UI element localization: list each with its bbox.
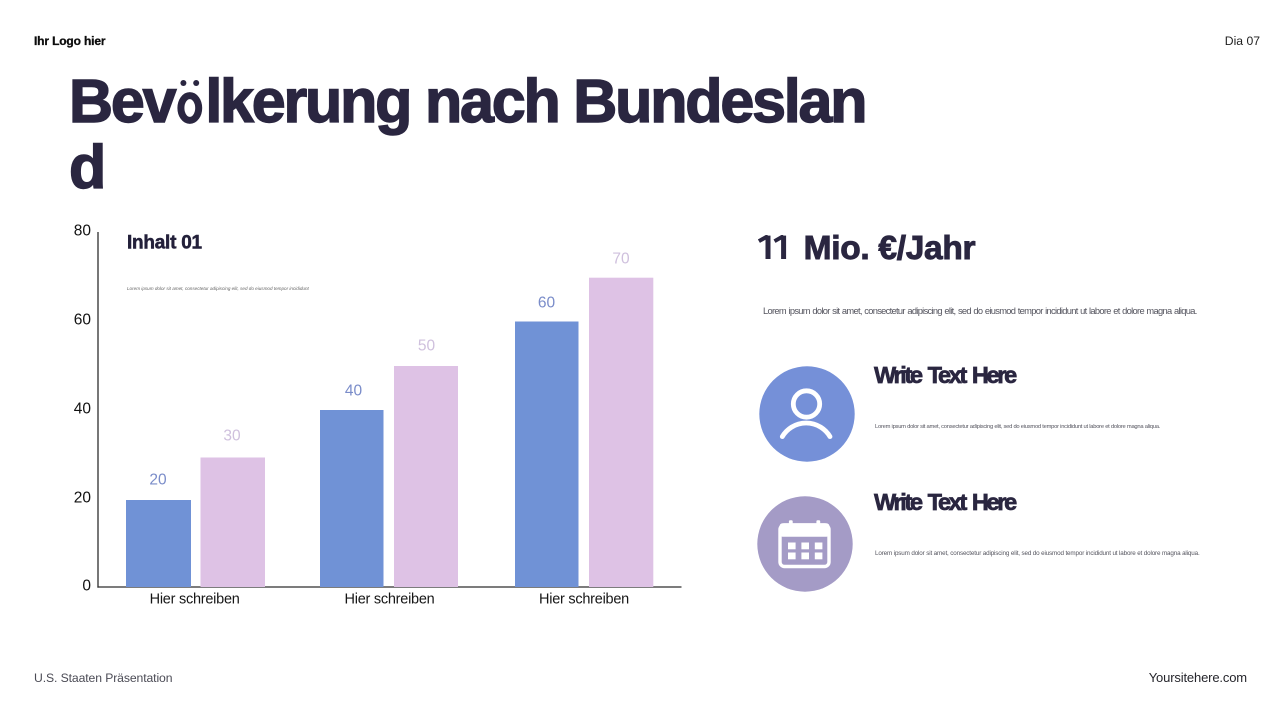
svg-text:Hier schreiben: Hier schreiben (539, 592, 629, 608)
svg-text:50: 50 (418, 338, 436, 355)
svg-text:40: 40 (74, 401, 92, 418)
svg-text:60: 60 (74, 312, 92, 329)
svg-text:60: 60 (538, 295, 556, 312)
svg-text:20: 20 (149, 472, 167, 489)
svg-text:40: 40 (345, 383, 363, 400)
svg-text:Inhalt 01: Inhalt 01 (127, 233, 203, 254)
svg-text:70: 70 (612, 251, 630, 268)
svg-text:30: 30 (223, 428, 241, 445)
svg-text:Hier schreiben: Hier schreiben (150, 592, 240, 608)
svg-text:80: 80 (74, 223, 92, 240)
svg-text:20: 20 (74, 490, 92, 507)
svg-text:0: 0 (82, 578, 91, 595)
svg-text:Lorem ipsum dolor sit amet, co: Lorem ipsum dolor sit amet, consectetur … (127, 286, 310, 291)
svg-text:Hier schreiben: Hier schreiben (345, 592, 435, 608)
